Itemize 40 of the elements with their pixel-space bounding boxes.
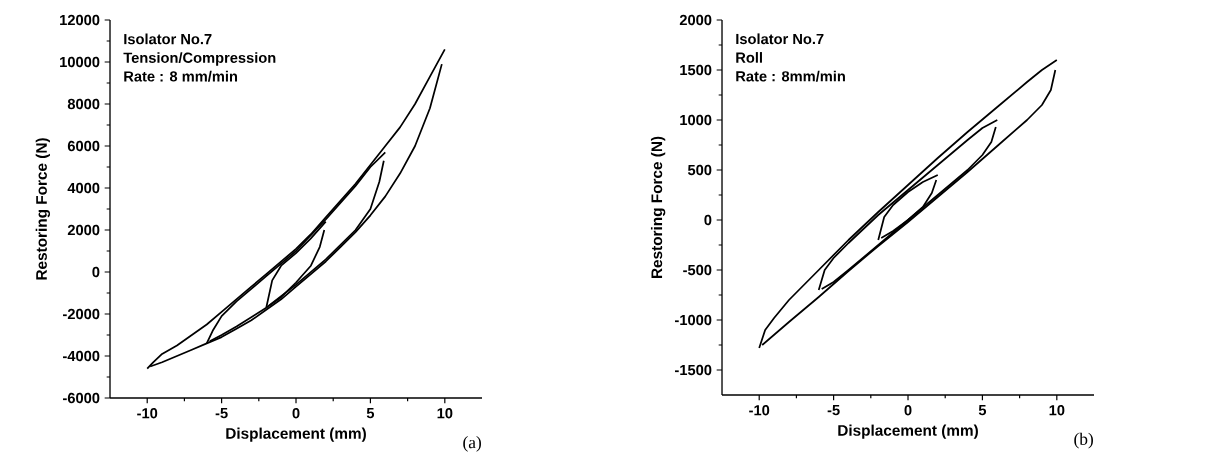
- y-tick-label: -6000: [63, 392, 100, 404]
- annotation: Roll: [736, 52, 762, 63]
- y-axis-title: Restoring Force (N): [650, 136, 666, 279]
- x-tick-label: -5: [215, 408, 228, 419]
- annotation: Rate : 8mm/min: [736, 70, 845, 82]
- y-tick-label: -1500: [675, 364, 712, 376]
- text: (b): [1074, 432, 1093, 449]
- x-tick-label: 10: [437, 408, 453, 419]
- y-tick-label: 6000: [67, 140, 100, 152]
- y-tick-label: -1000: [675, 314, 712, 326]
- y-tick-label: 2000: [679, 14, 712, 26]
- x-axis-title: Displacement (mm): [226, 427, 366, 442]
- x-tick-label: -10: [749, 405, 770, 416]
- y-tick-label: -500: [683, 264, 712, 276]
- y-tick-label: 8000: [67, 98, 100, 110]
- x-tick-label: 5: [366, 408, 375, 419]
- y-axis-title: Restoring Force (N): [35, 138, 51, 280]
- x-axis-title: Displacement (mm): [838, 424, 978, 439]
- annotation: Rate : 8 mm/min: [124, 70, 238, 82]
- x-tick-label: -5: [827, 405, 840, 416]
- x-tick-label: 10: [1049, 405, 1065, 416]
- annotation: Isolator No.7: [124, 33, 212, 45]
- y-tick-label: -4000: [63, 350, 100, 362]
- x-tick-label: 5: [978, 405, 987, 416]
- x-tick-label: -10: [137, 408, 158, 419]
- y-tick-label: 1500: [680, 64, 712, 76]
- x-tick-label: 0: [292, 408, 300, 419]
- annotation: Tension/Compression: [123, 52, 276, 66]
- y-tick-label: 0: [92, 266, 100, 278]
- y-tick-label: 0: [704, 214, 712, 226]
- y-tick-label: 12000: [60, 14, 100, 26]
- y-tick-label: -2000: [63, 308, 100, 320]
- y-tick-label: 2000: [67, 224, 100, 236]
- text: (a): [463, 436, 481, 452]
- y-tick-label: 500: [687, 164, 712, 176]
- y-tick-label: 10000: [60, 56, 100, 68]
- y-tick-label: 1000: [680, 114, 712, 126]
- y-tick-label: 4000: [67, 182, 100, 194]
- annotation: Isolator No.7: [736, 33, 824, 45]
- x-tick-label: 0: [904, 405, 912, 416]
